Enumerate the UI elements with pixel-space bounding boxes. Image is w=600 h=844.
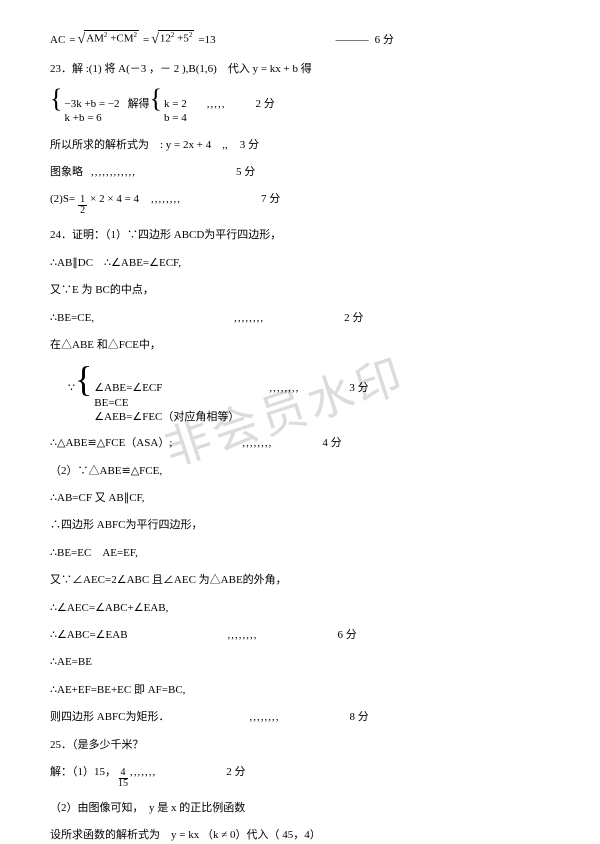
q23-result: 所以所求的解析式为 : y = 2x + 4 ,, 3 分	[50, 138, 550, 153]
score-3: 3 分	[240, 138, 259, 153]
score-2c: 2 分	[226, 765, 245, 780]
q24-line12: ∴∠ABC=∠EAB ,,,,,,,, 6 分	[50, 628, 550, 643]
q23-brace-system: { −3k +b = −2 k +b = 6 解得 { k = 2 b = 4 …	[50, 89, 550, 126]
q24-line5: ∴△ABE≌△FCE（ASA）; ,,,,,,,, 4 分	[50, 436, 550, 451]
q24-line13: ∴AE=BE	[50, 655, 550, 670]
sqrt-expr-1: √ AM2 +CM2	[78, 30, 140, 50]
q24-line15: 则四边形 ABFC为矩形． ,,,,,,,, 8 分	[50, 710, 550, 725]
q24-line6: （2）∵△ABE≌△FCE,	[50, 464, 550, 479]
ac-eq1: =	[69, 33, 75, 48]
dash: ———	[336, 33, 369, 48]
q24-line7: ∴AB=CF 又 AB∥CF,	[50, 491, 550, 506]
line-ac-equation: AC = √ AM2 +CM2 = √ 122 +52 =13 ——— 6 分	[50, 30, 550, 50]
q25-line2: （2）由图像可知， y 是 x 的正比例函数	[50, 801, 550, 816]
score-6: 6 分	[375, 33, 394, 48]
ac-lhs: AC	[50, 33, 65, 48]
q24-line4: 在△ABE 和△FCE中，	[50, 338, 550, 353]
score-3b: 3 分	[349, 381, 368, 396]
score-2: 2 分	[256, 97, 275, 112]
q24-line9: ∴BE=EC AE=EF,	[50, 546, 550, 561]
score-2b: 2 分	[344, 311, 363, 326]
q24-heading: 24．证明：（1）∵四边形 ABCD为平行四边形，	[50, 228, 550, 243]
q23-graph-note: 图象略 ,,,,,,,,,,,, 5 分	[50, 165, 550, 180]
q25-heading: 25．（是多少千米？	[50, 738, 550, 753]
score-7: 7 分	[261, 192, 280, 207]
q24-line3: ∴BE=CE, ,,,,,,,, 2 分	[50, 311, 550, 326]
q24-line2: 又∵E 为 BC的中点，	[50, 283, 550, 298]
q24-line8: ∴四边形 ABFC为平行四边形，	[50, 518, 550, 533]
document-content: AC = √ AM2 +CM2 = √ 122 +52 =13 ——— 6 分 …	[50, 30, 550, 844]
q24-brace-proof: ∵ { ∠ABE=∠ECF BE=CE ∠AEB=∠FEC（对应角相等） ,,,…	[50, 365, 550, 424]
sqrt-expr-2: √ 122 +52	[151, 30, 194, 50]
score-6b: 6 分	[338, 628, 357, 643]
q24-line10: 又∵∠AEC=2∠ABC 且∠AEC 为△ABE的外角，	[50, 573, 550, 588]
q24-line14: ∴AE+EF=BE+EC 即 AF=BC,	[50, 683, 550, 698]
q23-area: (2)S= 1 2 × 2 × 4 = 4 ,,,,,,,, 7 分	[50, 192, 550, 216]
ac-result: =13	[198, 33, 215, 48]
q25-line3: 设所求函数的解析式为 y = kx （k ≠ 0）代入（ 45，4）	[50, 828, 550, 843]
q24-line1: ∴AB∥DC ∴∠ABE=∠ECF,	[50, 256, 550, 271]
fraction-4-15: 4 15	[116, 768, 130, 789]
q23-heading: 23．解 :(1) 将 A(－3 ，－ 2 ),B(1,6) 代入 y = kx…	[50, 62, 550, 77]
fraction-half: 1 2	[78, 195, 87, 216]
score-5: 5 分	[236, 165, 255, 180]
score-8: 8 分	[350, 710, 369, 725]
q25-line1: 解：（1）15， 4 15 ,,,,,,, 2 分	[50, 765, 550, 789]
score-4: 4 分	[322, 436, 341, 451]
ac-eq2: =	[143, 33, 149, 48]
q24-line11: ∴∠AEC=∠ABC+∠EAB,	[50, 601, 550, 616]
